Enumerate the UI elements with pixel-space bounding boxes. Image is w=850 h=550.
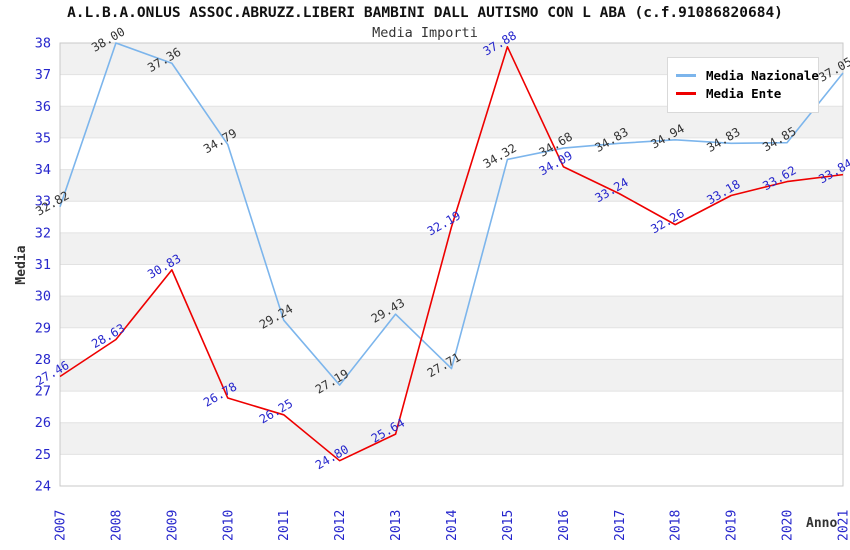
plot-band	[60, 232, 843, 265]
x-axis-label: Anno	[806, 516, 837, 531]
x-tick-label: 2011	[277, 510, 292, 541]
y-tick-label: 24	[35, 479, 51, 495]
y-tick-label: 28	[35, 352, 51, 368]
y-tick-label: 37	[35, 67, 51, 83]
y-axis-label: Media	[14, 245, 29, 284]
x-tick-label: 2017	[613, 510, 628, 541]
y-tick-label: 34	[35, 162, 51, 178]
x-tick-label: 2015	[501, 510, 516, 541]
plot-band	[60, 296, 843, 328]
legend-item-media-nazionale[interactable]: Media Nazionale	[676, 68, 819, 83]
y-tick-label: 29	[35, 320, 51, 336]
x-tick-label: 2021	[837, 510, 850, 541]
x-tick-label: 2007	[54, 510, 69, 541]
x-tick-label: 2008	[109, 510, 124, 541]
x-tick-label: 2018	[669, 510, 684, 541]
legend-label-ente: Media Ente	[706, 86, 782, 101]
plot-border	[59, 42, 844, 487]
y-tick-label: 35	[35, 130, 51, 146]
x-tick-label: 2019	[725, 510, 740, 541]
chart-subtitle: Media Importi	[372, 25, 478, 41]
x-tick-label: 2020	[781, 510, 796, 541]
y-tick-label: 30	[35, 289, 51, 305]
plot-band	[60, 359, 843, 392]
plot-band	[60, 169, 843, 202]
point-label: 34.32	[481, 141, 519, 171]
point-label: 32.26	[648, 206, 686, 236]
nazionale-line-swatch-icon	[676, 74, 696, 77]
y-tick-label: 32	[35, 225, 51, 241]
x-tick-label: 2016	[557, 510, 572, 541]
series-line-ente	[59, 45, 844, 462]
legend-item-media-ente[interactable]: Media Ente	[676, 86, 810, 101]
y-tick-label: 38	[35, 36, 51, 52]
y-tick-label: 33	[35, 194, 51, 210]
point-label: 26.25	[257, 396, 295, 426]
legend-label-nazionale: Media Nazionale	[706, 68, 819, 83]
x-tick-label: 2013	[389, 510, 404, 541]
y-tick-label: 31	[35, 257, 51, 273]
x-tick-label: 2014	[445, 510, 460, 541]
x-tick-label: 2012	[333, 510, 348, 541]
y-tick-label: 25	[35, 447, 51, 463]
plot-band	[60, 422, 843, 455]
x-tick-label: 2009	[165, 510, 180, 541]
legend: Media Nazionale Media Ente	[667, 57, 819, 113]
y-tick-label: 26	[35, 415, 51, 431]
y-tick-label: 36	[35, 99, 51, 115]
y-tick-label: 27	[35, 384, 51, 400]
x-tick-label: 2010	[221, 510, 236, 541]
series-line-nazionale	[59, 42, 844, 386]
chart-title: A.L.B.A.ONLUS ASSOC.ABRUZZ.LIBERI BAMBIN…	[67, 5, 783, 21]
ente-line-swatch-icon	[676, 92, 696, 95]
